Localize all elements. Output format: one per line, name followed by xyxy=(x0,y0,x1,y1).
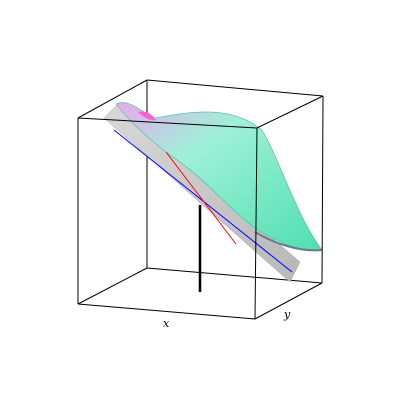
surface-tip xyxy=(138,111,156,121)
line-y-direction xyxy=(165,151,237,245)
tangent-plane xyxy=(103,104,301,283)
box-edge xyxy=(254,282,323,320)
box-edge xyxy=(146,79,324,97)
y-axis-label: y xyxy=(283,308,291,321)
box-edge xyxy=(321,95,324,284)
box-edge xyxy=(77,79,148,119)
box-edge xyxy=(77,117,258,129)
box-edge xyxy=(146,267,323,284)
bounding-box-front xyxy=(77,95,324,320)
bounding-box-back xyxy=(77,79,324,305)
box-edge xyxy=(254,127,258,320)
surface-edge xyxy=(254,231,323,252)
box-edge xyxy=(77,267,148,305)
box-edge xyxy=(256,95,324,129)
box-edge xyxy=(77,303,256,320)
x-axis-label: x xyxy=(163,317,170,330)
